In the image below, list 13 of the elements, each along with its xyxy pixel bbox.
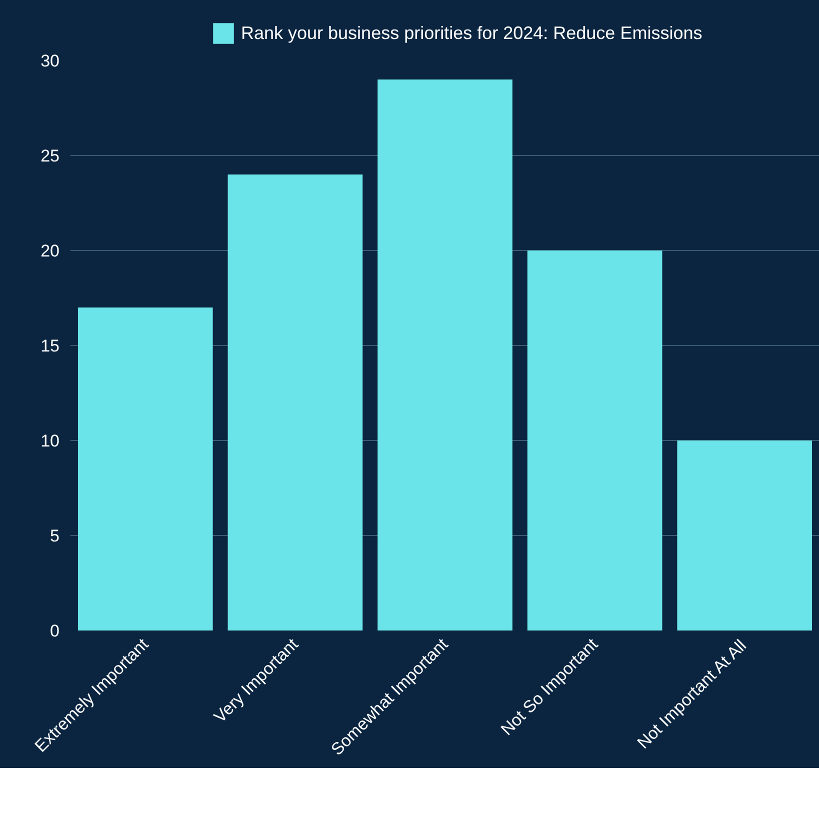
y-tick-label: 0	[50, 622, 60, 640]
bar	[527, 250, 662, 630]
y-tick-label: 15	[40, 336, 60, 356]
bar	[228, 174, 363, 630]
y-tick-label: 5	[50, 526, 60, 546]
bar	[677, 440, 812, 630]
bar	[78, 308, 213, 630]
y-tick-label: 30	[40, 52, 60, 70]
y-tick-label: 25	[40, 146, 60, 166]
y-tick-label: 20	[40, 242, 60, 260]
y-tick-label: 10	[40, 432, 60, 450]
legend-label: Rank your business priorities for 2024: Reduce Emissions	[241, 22, 702, 44]
bar	[378, 80, 512, 630]
